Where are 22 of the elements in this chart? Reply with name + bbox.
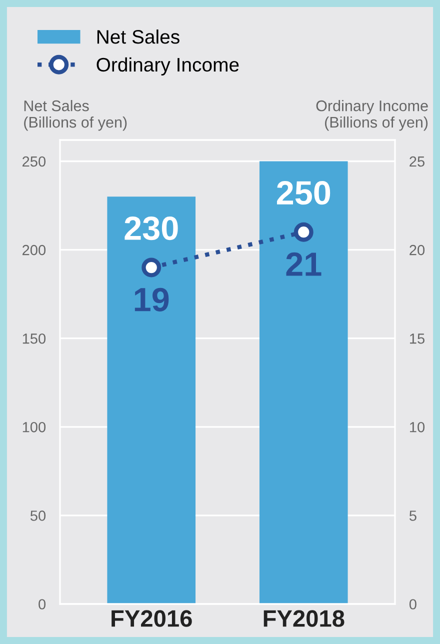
- y-axis-title: Net Sales (Billions of yen): [24, 100, 127, 131]
- x-tick-label: FY2016: [112, 610, 192, 627]
- y-tick-label: 100: [22, 422, 46, 432]
- legend-label: Ordinary Income: [96, 57, 239, 76]
- y2-tick-label: 20: [410, 244, 425, 256]
- y2-tick-label: 0: [409, 599, 416, 610]
- y2-tick-label: 15: [410, 334, 424, 344]
- data-label: 230: [124, 216, 178, 240]
- data-label: 250: [276, 181, 330, 205]
- legend-label: Net Sales: [97, 30, 180, 44]
- data-label: 19: [134, 288, 169, 312]
- y-tick-label: 50: [30, 510, 46, 521]
- data-label: 21: [286, 252, 322, 276]
- y2-tick-label: 25: [410, 156, 424, 167]
- y-tick-label: 0: [38, 599, 46, 610]
- y-tick-label: 250: [22, 156, 46, 167]
- y2-tick-label: 5: [409, 510, 416, 521]
- y2-axis-title: Ordinary Income (Billions of yen): [316, 100, 428, 131]
- y2-tick-label: 10: [410, 422, 425, 432]
- y-tick-label: 200: [22, 244, 46, 256]
- y-tick-label: 150: [22, 333, 46, 344]
- x-tick-label: FY2018: [264, 610, 344, 627]
